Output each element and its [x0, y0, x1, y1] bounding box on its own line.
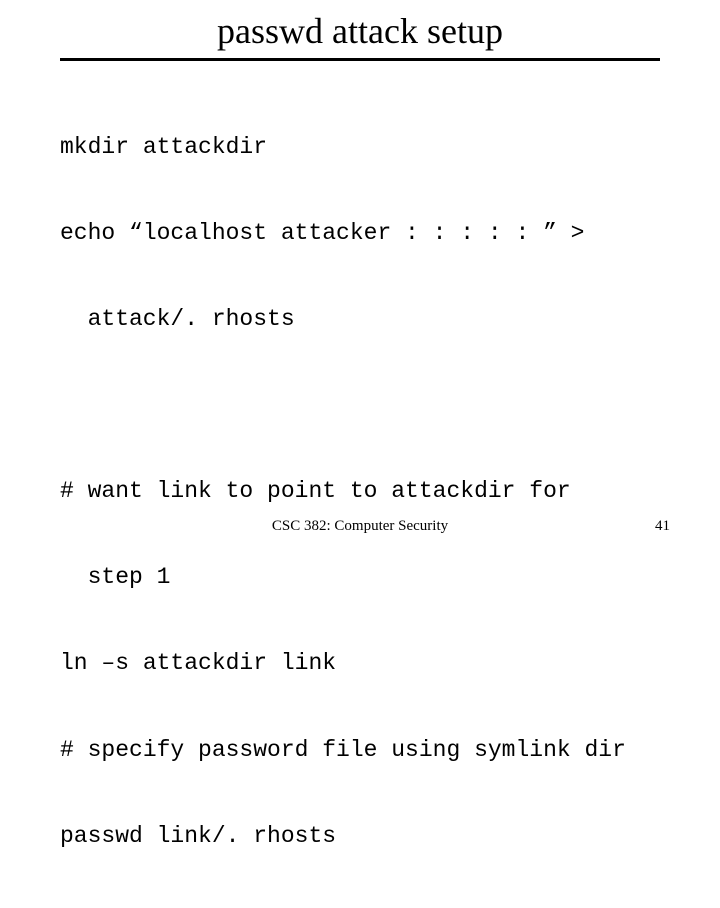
blank-line [60, 391, 660, 419]
code-line-continuation: attack/. rhosts [60, 305, 660, 334]
code-line: echo “localhost attacker : : : : : ” > [60, 219, 660, 248]
code-line: ln –s attackdir link [60, 649, 660, 678]
slide: passwd attack setup mkdir attackdir echo… [0, 0, 720, 540]
code-line: mkdir attackdir [60, 133, 660, 162]
code-comment: # specify password file using symlink di… [60, 736, 660, 765]
footer-course: CSC 382: Computer Security [272, 518, 448, 535]
slide-title: passwd attack setup [60, 10, 660, 52]
page-number: 41 [655, 518, 670, 535]
code-comment: # want link to point to attackdir for [60, 477, 660, 506]
code-line: passwd link/. rhosts [60, 822, 660, 851]
code-line-continuation: step 1 [60, 563, 660, 592]
title-rule [60, 58, 660, 61]
code-block: mkdir attackdir echo “localhost attacker… [60, 75, 660, 908]
